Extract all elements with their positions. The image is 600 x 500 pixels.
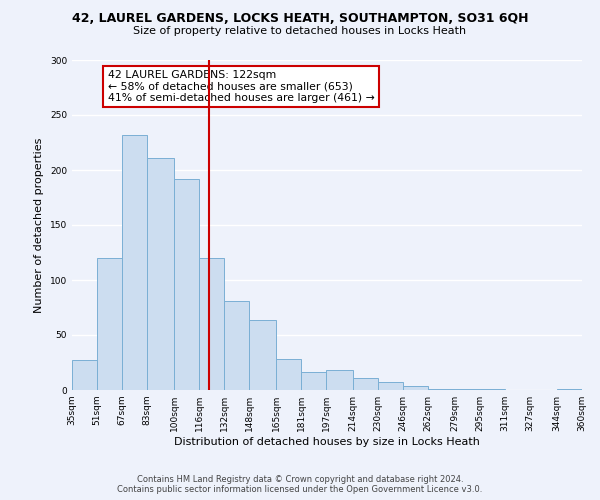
Bar: [250, 320, 276, 390]
Bar: [480, 389, 505, 390]
Bar: [148, 158, 174, 390]
Bar: [378, 382, 403, 390]
Bar: [199, 258, 224, 390]
Bar: [301, 372, 326, 390]
Bar: [557, 389, 582, 390]
Bar: [72, 360, 97, 390]
Bar: [353, 378, 378, 390]
Bar: [428, 389, 455, 390]
Text: 42, LAUREL GARDENS, LOCKS HEATH, SOUTHAMPTON, SO31 6QH: 42, LAUREL GARDENS, LOCKS HEATH, SOUTHAM…: [72, 12, 528, 26]
Y-axis label: Number of detached properties: Number of detached properties: [34, 138, 44, 312]
Bar: [455, 389, 480, 390]
Text: Contains HM Land Registry data © Crown copyright and database right 2024.
Contai: Contains HM Land Registry data © Crown c…: [118, 474, 482, 494]
Text: 42 LAUREL GARDENS: 122sqm
← 58% of detached houses are smaller (653)
41% of semi: 42 LAUREL GARDENS: 122sqm ← 58% of detac…: [108, 70, 374, 103]
Bar: [122, 135, 148, 390]
Bar: [276, 359, 301, 390]
X-axis label: Distribution of detached houses by size in Locks Heath: Distribution of detached houses by size …: [174, 437, 480, 447]
Text: Size of property relative to detached houses in Locks Heath: Size of property relative to detached ho…: [133, 26, 467, 36]
Bar: [224, 301, 250, 390]
Bar: [326, 370, 353, 390]
Bar: [97, 258, 122, 390]
Bar: [403, 386, 428, 390]
Bar: [174, 179, 199, 390]
